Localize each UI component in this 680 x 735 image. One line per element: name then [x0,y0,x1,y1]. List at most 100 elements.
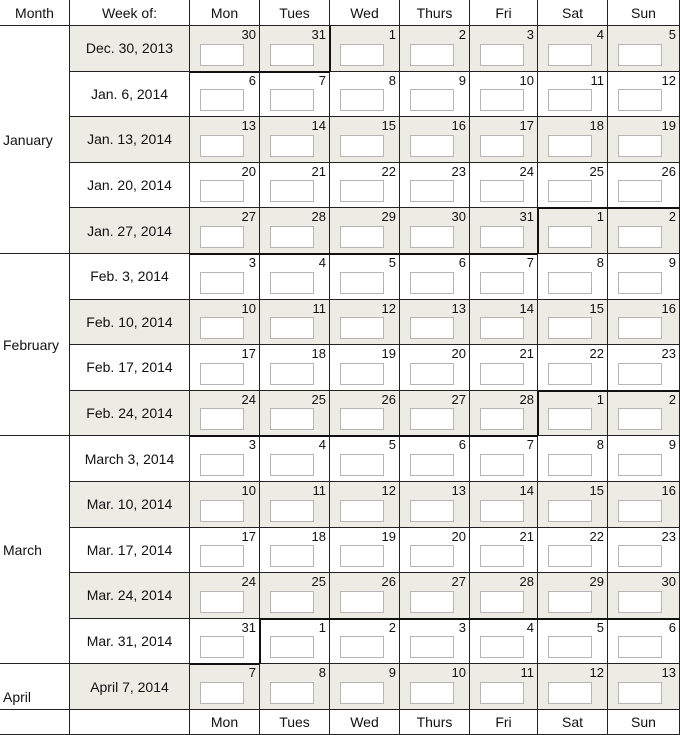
day-input[interactable] [200,408,244,431]
day-input[interactable] [480,408,524,431]
day-input[interactable] [410,545,454,568]
day-input[interactable] [480,317,524,340]
day-input[interactable] [618,590,662,613]
day-input[interactable] [200,362,244,385]
day-input[interactable] [200,681,244,704]
day-input[interactable] [618,362,662,385]
day-input[interactable] [340,134,384,157]
day-input[interactable] [480,636,524,659]
day-input[interactable] [340,590,384,613]
day-input[interactable] [200,590,244,613]
day-input[interactable] [548,408,592,431]
day-input[interactable] [200,89,244,112]
day-input[interactable] [410,43,454,66]
day-input[interactable] [618,681,662,704]
day-input[interactable] [410,499,454,522]
day-input[interactable] [410,453,454,476]
day-input[interactable] [340,545,384,568]
day-input[interactable] [200,499,244,522]
day-input[interactable] [548,317,592,340]
day-input[interactable] [270,89,314,112]
day-input[interactable] [618,271,662,294]
day-input[interactable] [340,180,384,203]
day-input[interactable] [340,408,384,431]
day-input[interactable] [548,43,592,66]
day-input[interactable] [480,43,524,66]
day-input[interactable] [200,134,244,157]
day-input[interactable] [480,590,524,613]
day-input[interactable] [410,271,454,294]
day-input[interactable] [270,681,314,704]
day-input[interactable] [270,362,314,385]
day-input[interactable] [548,271,592,294]
day-input[interactable] [480,362,524,385]
day-input[interactable] [200,317,244,340]
day-input[interactable] [548,180,592,203]
day-input[interactable] [548,636,592,659]
day-input[interactable] [200,180,244,203]
day-input[interactable] [340,681,384,704]
day-input[interactable] [340,499,384,522]
day-input[interactable] [410,636,454,659]
day-input[interactable] [340,43,384,66]
day-input[interactable] [340,225,384,248]
day-input[interactable] [270,271,314,294]
day-input[interactable] [340,362,384,385]
day-input[interactable] [480,225,524,248]
day-input[interactable] [410,408,454,431]
day-input[interactable] [270,636,314,659]
day-input[interactable] [340,453,384,476]
day-input[interactable] [410,89,454,112]
day-input[interactable] [480,271,524,294]
day-input[interactable] [548,89,592,112]
day-input[interactable] [480,89,524,112]
day-input[interactable] [618,317,662,340]
day-input[interactable] [480,499,524,522]
day-input[interactable] [410,362,454,385]
day-input[interactable] [480,134,524,157]
day-input[interactable] [270,545,314,568]
day-input[interactable] [410,134,454,157]
day-input[interactable] [480,681,524,704]
day-input[interactable] [548,225,592,248]
day-input[interactable] [270,43,314,66]
day-input[interactable] [548,362,592,385]
day-input[interactable] [618,134,662,157]
day-input[interactable] [200,43,244,66]
day-input[interactable] [410,317,454,340]
day-input[interactable] [200,636,244,659]
day-input[interactable] [340,271,384,294]
day-input[interactable] [618,453,662,476]
day-input[interactable] [548,545,592,568]
day-input[interactable] [410,590,454,613]
day-input[interactable] [548,681,592,704]
day-input[interactable] [618,636,662,659]
day-input[interactable] [548,590,592,613]
day-input[interactable] [340,636,384,659]
day-input[interactable] [548,499,592,522]
day-input[interactable] [270,590,314,613]
day-input[interactable] [480,545,524,568]
day-input[interactable] [270,453,314,476]
day-input[interactable] [270,408,314,431]
day-input[interactable] [618,225,662,248]
day-input[interactable] [270,225,314,248]
day-input[interactable] [548,134,592,157]
day-input[interactable] [410,225,454,248]
day-input[interactable] [618,545,662,568]
day-input[interactable] [480,180,524,203]
day-input[interactable] [200,225,244,248]
day-input[interactable] [270,317,314,340]
day-input[interactable] [270,180,314,203]
day-input[interactable] [340,89,384,112]
day-input[interactable] [410,681,454,704]
day-input[interactable] [618,89,662,112]
day-input[interactable] [270,499,314,522]
day-input[interactable] [618,408,662,431]
day-input[interactable] [618,180,662,203]
day-input[interactable] [200,271,244,294]
day-input[interactable] [618,499,662,522]
day-input[interactable] [410,180,454,203]
day-input[interactable] [548,453,592,476]
day-input[interactable] [270,134,314,157]
